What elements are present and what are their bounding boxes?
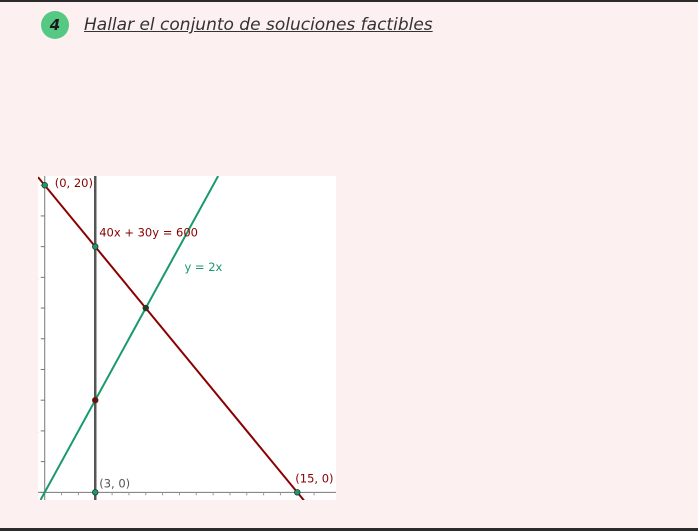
series-label-ratio: y = 2x (184, 260, 222, 274)
point-5 (294, 489, 301, 496)
bottom-rule (0, 528, 698, 531)
feasible-region-chart: 0 2 4 6 8 10 12 14 16 18 20 40x + 30y = 600 y = 2x (0… (26, 175, 336, 502)
y-tick-label-12: 12 (38, 304, 39, 315)
y-tick-label-8: 8 (38, 365, 39, 376)
point-4 (92, 489, 99, 496)
top-rule (0, 0, 698, 2)
point-1 (92, 243, 99, 250)
y-tick-label-0: 0 (38, 488, 39, 499)
section-title: Hallar el conjunto de soluciones factibl… (84, 15, 433, 35)
series-line-ratio (39, 175, 220, 501)
series-line-constraint (37, 176, 305, 502)
y-tick-label-16: 16 (38, 242, 39, 253)
y-tick-label-14: 14 (38, 273, 39, 284)
point-0 (41, 182, 48, 189)
point-label-0: (0, 20) (55, 176, 93, 190)
point-3 (92, 396, 99, 404)
y-tick-label-6: 6 (38, 396, 39, 407)
y-tick-label-10: 10 (38, 334, 39, 345)
y-tick-label-4: 4 (38, 426, 39, 437)
y-tick-label-18: 18 (38, 211, 39, 222)
y-tick-label-2: 2 (38, 457, 39, 468)
point-label-5: (15, 0) (295, 471, 333, 485)
series-label-constraint: 40x + 30y = 600 (99, 226, 198, 240)
point-2 (142, 304, 149, 312)
chart-panel: 0 2 4 6 8 10 12 14 16 18 20 40x + 30y = 600 y = 2x (0… (26, 175, 336, 502)
step-badge: 4 (41, 11, 69, 39)
point-label-4: (3, 0) (99, 476, 130, 490)
y-tick-label-20: 20 (38, 181, 39, 192)
